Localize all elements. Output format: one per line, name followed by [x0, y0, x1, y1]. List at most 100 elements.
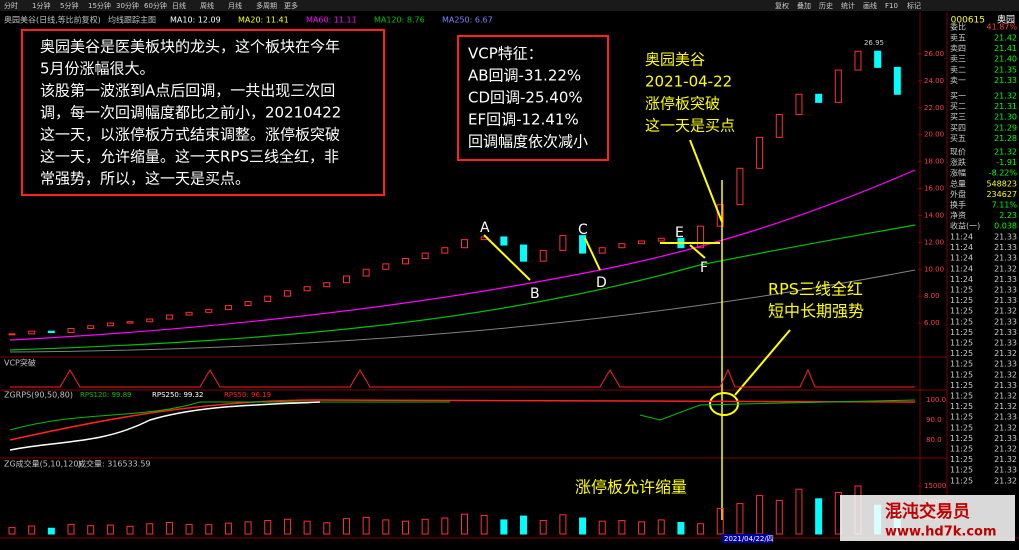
candle [854, 50, 862, 71]
candle [67, 327, 75, 334]
candle [126, 321, 134, 324]
point-label: D [596, 275, 607, 291]
volume-bar [244, 521, 252, 535]
candle [638, 240, 646, 245]
quote-label: 11:25 [950, 434, 973, 443]
ma-label: MA60: 11.11 [306, 16, 357, 25]
quote-label: 11:25 [950, 286, 973, 295]
toolbar-item: 统计 [841, 1, 855, 10]
volume-bar [480, 514, 488, 535]
rps-value: RPS250: 99.32 [152, 391, 204, 399]
note-line: 该股第一波涨到A点后回调，一共出现三次回 [40, 82, 335, 100]
candle [657, 237, 665, 242]
quote-value: 21.28 [994, 134, 1017, 143]
point-label: C [578, 222, 588, 238]
volume-bar [716, 507, 724, 535]
arrow [689, 244, 706, 259]
vcp-line: EF回调-12.41% [468, 111, 579, 129]
buy-note-line: 奥园美谷 [645, 51, 705, 69]
volume-bar [362, 516, 370, 535]
y-tick-label: 10.00 [924, 265, 944, 273]
toolbar-item: 叠加 [797, 1, 811, 10]
rps-tick-label: 80.0 [926, 436, 942, 444]
toolbar-item: 多周期 [256, 1, 277, 10]
candle [47, 330, 55, 334]
volume-bar [579, 517, 587, 535]
volume-bar [28, 525, 36, 535]
toolbar-item: 复权 [775, 1, 789, 10]
indicator-name: 均线跟踪主图 [108, 15, 156, 25]
candle [834, 69, 842, 103]
toolbar-item: 历史 [819, 1, 833, 10]
ma-line [9, 224, 916, 351]
quote-value: 21.32 [994, 455, 1017, 464]
quote-value: 21.32 [994, 402, 1017, 411]
quote-label: 11:25 [950, 381, 973, 390]
quote-value: 21.32 [994, 392, 1017, 401]
y-tick-label: 16.00 [924, 185, 944, 193]
candle [815, 93, 823, 103]
volume-bar [382, 519, 390, 535]
rps-line [9, 401, 321, 451]
candle [264, 295, 272, 303]
candle [775, 113, 783, 138]
quote-label: 11:25 [950, 317, 973, 326]
quote-label: 11:25 [950, 349, 973, 358]
quote-value: 0.038 [994, 222, 1017, 231]
rps-tick-label: 90.0 [926, 416, 942, 424]
candle [165, 314, 173, 320]
ma-label: MA10: 12.09 [170, 16, 221, 25]
quote-label: 卖三 [950, 55, 966, 64]
y-tick-label: 14.00 [924, 211, 944, 219]
volume-bar [815, 498, 823, 535]
quote-label: 11:25 [950, 402, 973, 411]
candle [283, 290, 291, 297]
volume-bar [264, 520, 272, 535]
candle [756, 136, 764, 169]
volume-bar [185, 523, 193, 535]
quote-label: 总量 [950, 178, 966, 188]
quote-label: 11:25 [950, 339, 973, 348]
quote-value: 21.42 [994, 34, 1017, 43]
vcp-line: AB回调-31.22% [468, 67, 581, 85]
candle [579, 235, 587, 254]
candle [205, 309, 213, 313]
stock-name: 奥园 [997, 14, 1015, 26]
quote-value: 21.33 [994, 381, 1017, 390]
quote-label: 11:24 [950, 254, 973, 263]
y-tick-label: 22.00 [924, 104, 944, 112]
quote-value: 21.32 [994, 370, 1017, 379]
toolbar-item: F10 [885, 2, 898, 10]
vcp-line: 回调幅度依次减小 [468, 133, 588, 151]
quote-label: 11:24 [950, 233, 973, 242]
quote-value: 41.87% [986, 23, 1017, 32]
quote-value: -8.22% [989, 169, 1018, 178]
toolbar-item: 分时 [4, 1, 18, 10]
quote-value: 21.32 [994, 476, 1017, 485]
quote-label: 净资 [950, 210, 966, 220]
vcp-box [457, 35, 609, 161]
toolbar-item: 60分钟 [144, 1, 167, 10]
buy-note-line: 涨停板突破 [645, 95, 720, 113]
candle [342, 275, 350, 284]
quote-label: 11:25 [950, 476, 973, 485]
vcp-line: VCP特征： [468, 45, 543, 63]
ma-line [9, 169, 916, 341]
quote-value: 21.31 [994, 102, 1017, 111]
toolbar-item: 日线 [172, 1, 186, 10]
volume-bar [401, 520, 409, 535]
y-tick-label: 8.00 [924, 292, 940, 300]
quote-value: 21.32 [994, 445, 1017, 454]
point-label: A [480, 220, 490, 236]
rps-value: RPS120: 99.89 [80, 391, 132, 399]
note-line: 调，每一次回调幅度都比之前小，20210422 [40, 104, 341, 122]
candle [244, 301, 252, 307]
candle [87, 325, 95, 329]
note-line: 这一天，以涨停板方式结束调整。涨停板突破 [40, 126, 340, 144]
volume-bar [697, 523, 705, 535]
date-label: 2021/04/22/四 [724, 535, 774, 543]
candle [8, 333, 16, 336]
volume-note: 涨停板允许缩量 [575, 478, 687, 497]
quote-label: 11:25 [950, 360, 973, 369]
quote-value: 21.33 [994, 360, 1017, 369]
